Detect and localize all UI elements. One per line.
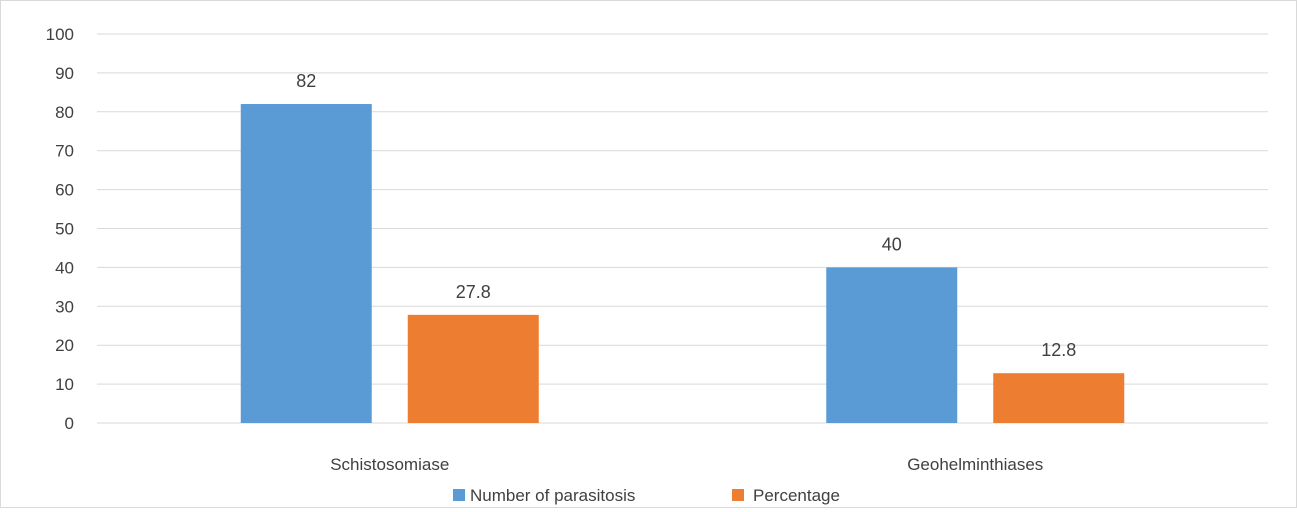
y-tick-label: 20 xyxy=(55,336,74,355)
bar-count xyxy=(240,104,372,424)
bars xyxy=(240,104,1125,424)
y-tick-label: 60 xyxy=(55,181,74,200)
data-label: 82 xyxy=(296,71,316,91)
y-tick-label: 90 xyxy=(55,64,74,83)
y-tick-label: 0 xyxy=(65,414,74,433)
bar-count xyxy=(826,267,958,423)
legend-label: Number of parasitosis xyxy=(470,486,635,505)
x-tick-label: Schistosomiase xyxy=(330,455,449,474)
y-axis-ticks: 0 10 20 30 40 50 60 70 80 90 100 xyxy=(46,25,74,433)
data-labels: 82 27.8 40 12.8 xyxy=(296,71,1076,360)
y-tick-label: 10 xyxy=(55,375,74,394)
data-label: 12.8 xyxy=(1041,340,1076,360)
y-tick-label: 40 xyxy=(55,258,74,277)
y-tick-label: 30 xyxy=(55,297,74,316)
data-label: 40 xyxy=(882,234,902,254)
legend-label: Percentage xyxy=(753,486,840,505)
y-tick-label: 80 xyxy=(55,103,74,122)
legend: Number of parasitosis Percentage xyxy=(453,486,840,505)
x-axis-ticks: Schistosomiase Geohelminthiases xyxy=(330,455,1043,474)
bar-percentage xyxy=(407,314,539,423)
y-tick-label: 50 xyxy=(55,220,74,239)
x-tick-label: Geohelminthiases xyxy=(907,455,1043,474)
y-tick-label: 100 xyxy=(46,25,74,44)
data-label: 27.8 xyxy=(456,282,491,302)
bar-percentage xyxy=(993,373,1125,423)
y-tick-label: 70 xyxy=(55,142,74,161)
legend-swatch xyxy=(732,489,744,501)
legend-swatch xyxy=(453,489,465,501)
